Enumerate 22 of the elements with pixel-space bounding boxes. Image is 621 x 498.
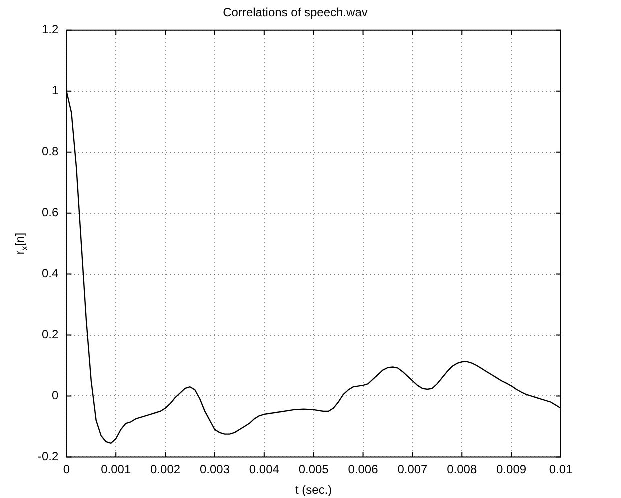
x-tick-label: 0 — [63, 462, 70, 477]
y-tick-label: 0.2 — [42, 328, 59, 342]
y-tick-label: 0 — [52, 388, 59, 403]
y-tick-label: 1.2 — [42, 22, 59, 37]
y-tick-label: 0.8 — [42, 144, 59, 159]
y-tick-label: -0.2 — [38, 450, 59, 464]
y-tick-label: 0.6 — [42, 206, 59, 220]
x-tick-label: 0.002 — [150, 462, 181, 477]
chart-title: Correlations of speech.wav — [223, 6, 368, 20]
x-tick-label: 0.008 — [447, 462, 478, 477]
x-tick-label: 0.007 — [398, 462, 428, 477]
x-tick-label: 0.009 — [496, 462, 527, 477]
y-tick-label: 0.4 — [42, 266, 59, 281]
x-tick-label: 0.001 — [101, 462, 132, 477]
x-tick-label: 0.003 — [200, 462, 230, 477]
y-axis-title: rx[n] — [12, 232, 30, 255]
x-tick-label: 0.01 — [549, 462, 573, 477]
y-tick-label: 1 — [52, 84, 59, 98]
x-axis-title: t (sec.) — [296, 483, 332, 498]
x-tick-label: 0.005 — [298, 462, 330, 477]
x-tick-label: 0.006 — [348, 462, 379, 477]
x-tick-label: 0.004 — [249, 462, 280, 477]
